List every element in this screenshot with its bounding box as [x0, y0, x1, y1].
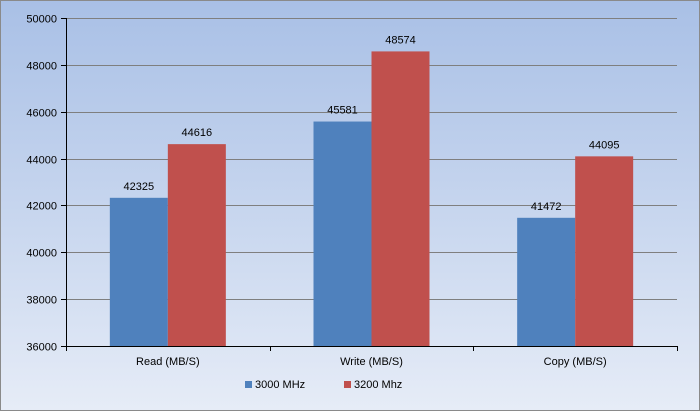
legend-label: 3000 MHz [255, 379, 305, 391]
bars [109, 51, 634, 347]
bar-series-1 [109, 197, 168, 346]
data-label: 45581 [327, 105, 358, 117]
data-labels: 42325 44616 45581 48574 41472 44095 [124, 34, 620, 212]
bar-series-1 [517, 217, 576, 346]
x-category-label: Copy (MB/S) [544, 356, 607, 368]
x-category-label: Read (MB/S) [136, 356, 200, 368]
y-tick-label: 36000 [26, 342, 57, 354]
data-label: 44616 [182, 127, 213, 139]
legend: 3000 MHz 3200 Mhz [245, 379, 402, 391]
data-label: 42325 [124, 181, 155, 193]
bar-series-2 [575, 156, 634, 346]
legend-swatch [344, 381, 351, 388]
bar-series-2 [371, 51, 430, 346]
y-tick-label: 38000 [26, 295, 57, 307]
y-tick-label: 44000 [26, 155, 57, 167]
axes: 36000 38000 40000 42000 44000 46000 48000 50000… [26, 14, 678, 368]
y-tick-label: 40000 [26, 248, 57, 260]
data-label: 41472 [531, 201, 562, 213]
y-tick-label: 42000 [26, 201, 57, 213]
bar-series-1 [313, 121, 372, 347]
y-tick-label: 48000 [26, 61, 57, 73]
data-label: 48574 [385, 34, 416, 46]
legend-label: 3200 Mhz [354, 379, 402, 391]
bar-series-2 [167, 144, 226, 346]
data-label: 44095 [589, 139, 620, 151]
legend-swatch [245, 381, 252, 388]
x-category-label: Write (MB/S) [340, 356, 403, 368]
y-tick-label: 50000 [26, 14, 57, 26]
y-tick-label: 46000 [26, 108, 57, 120]
